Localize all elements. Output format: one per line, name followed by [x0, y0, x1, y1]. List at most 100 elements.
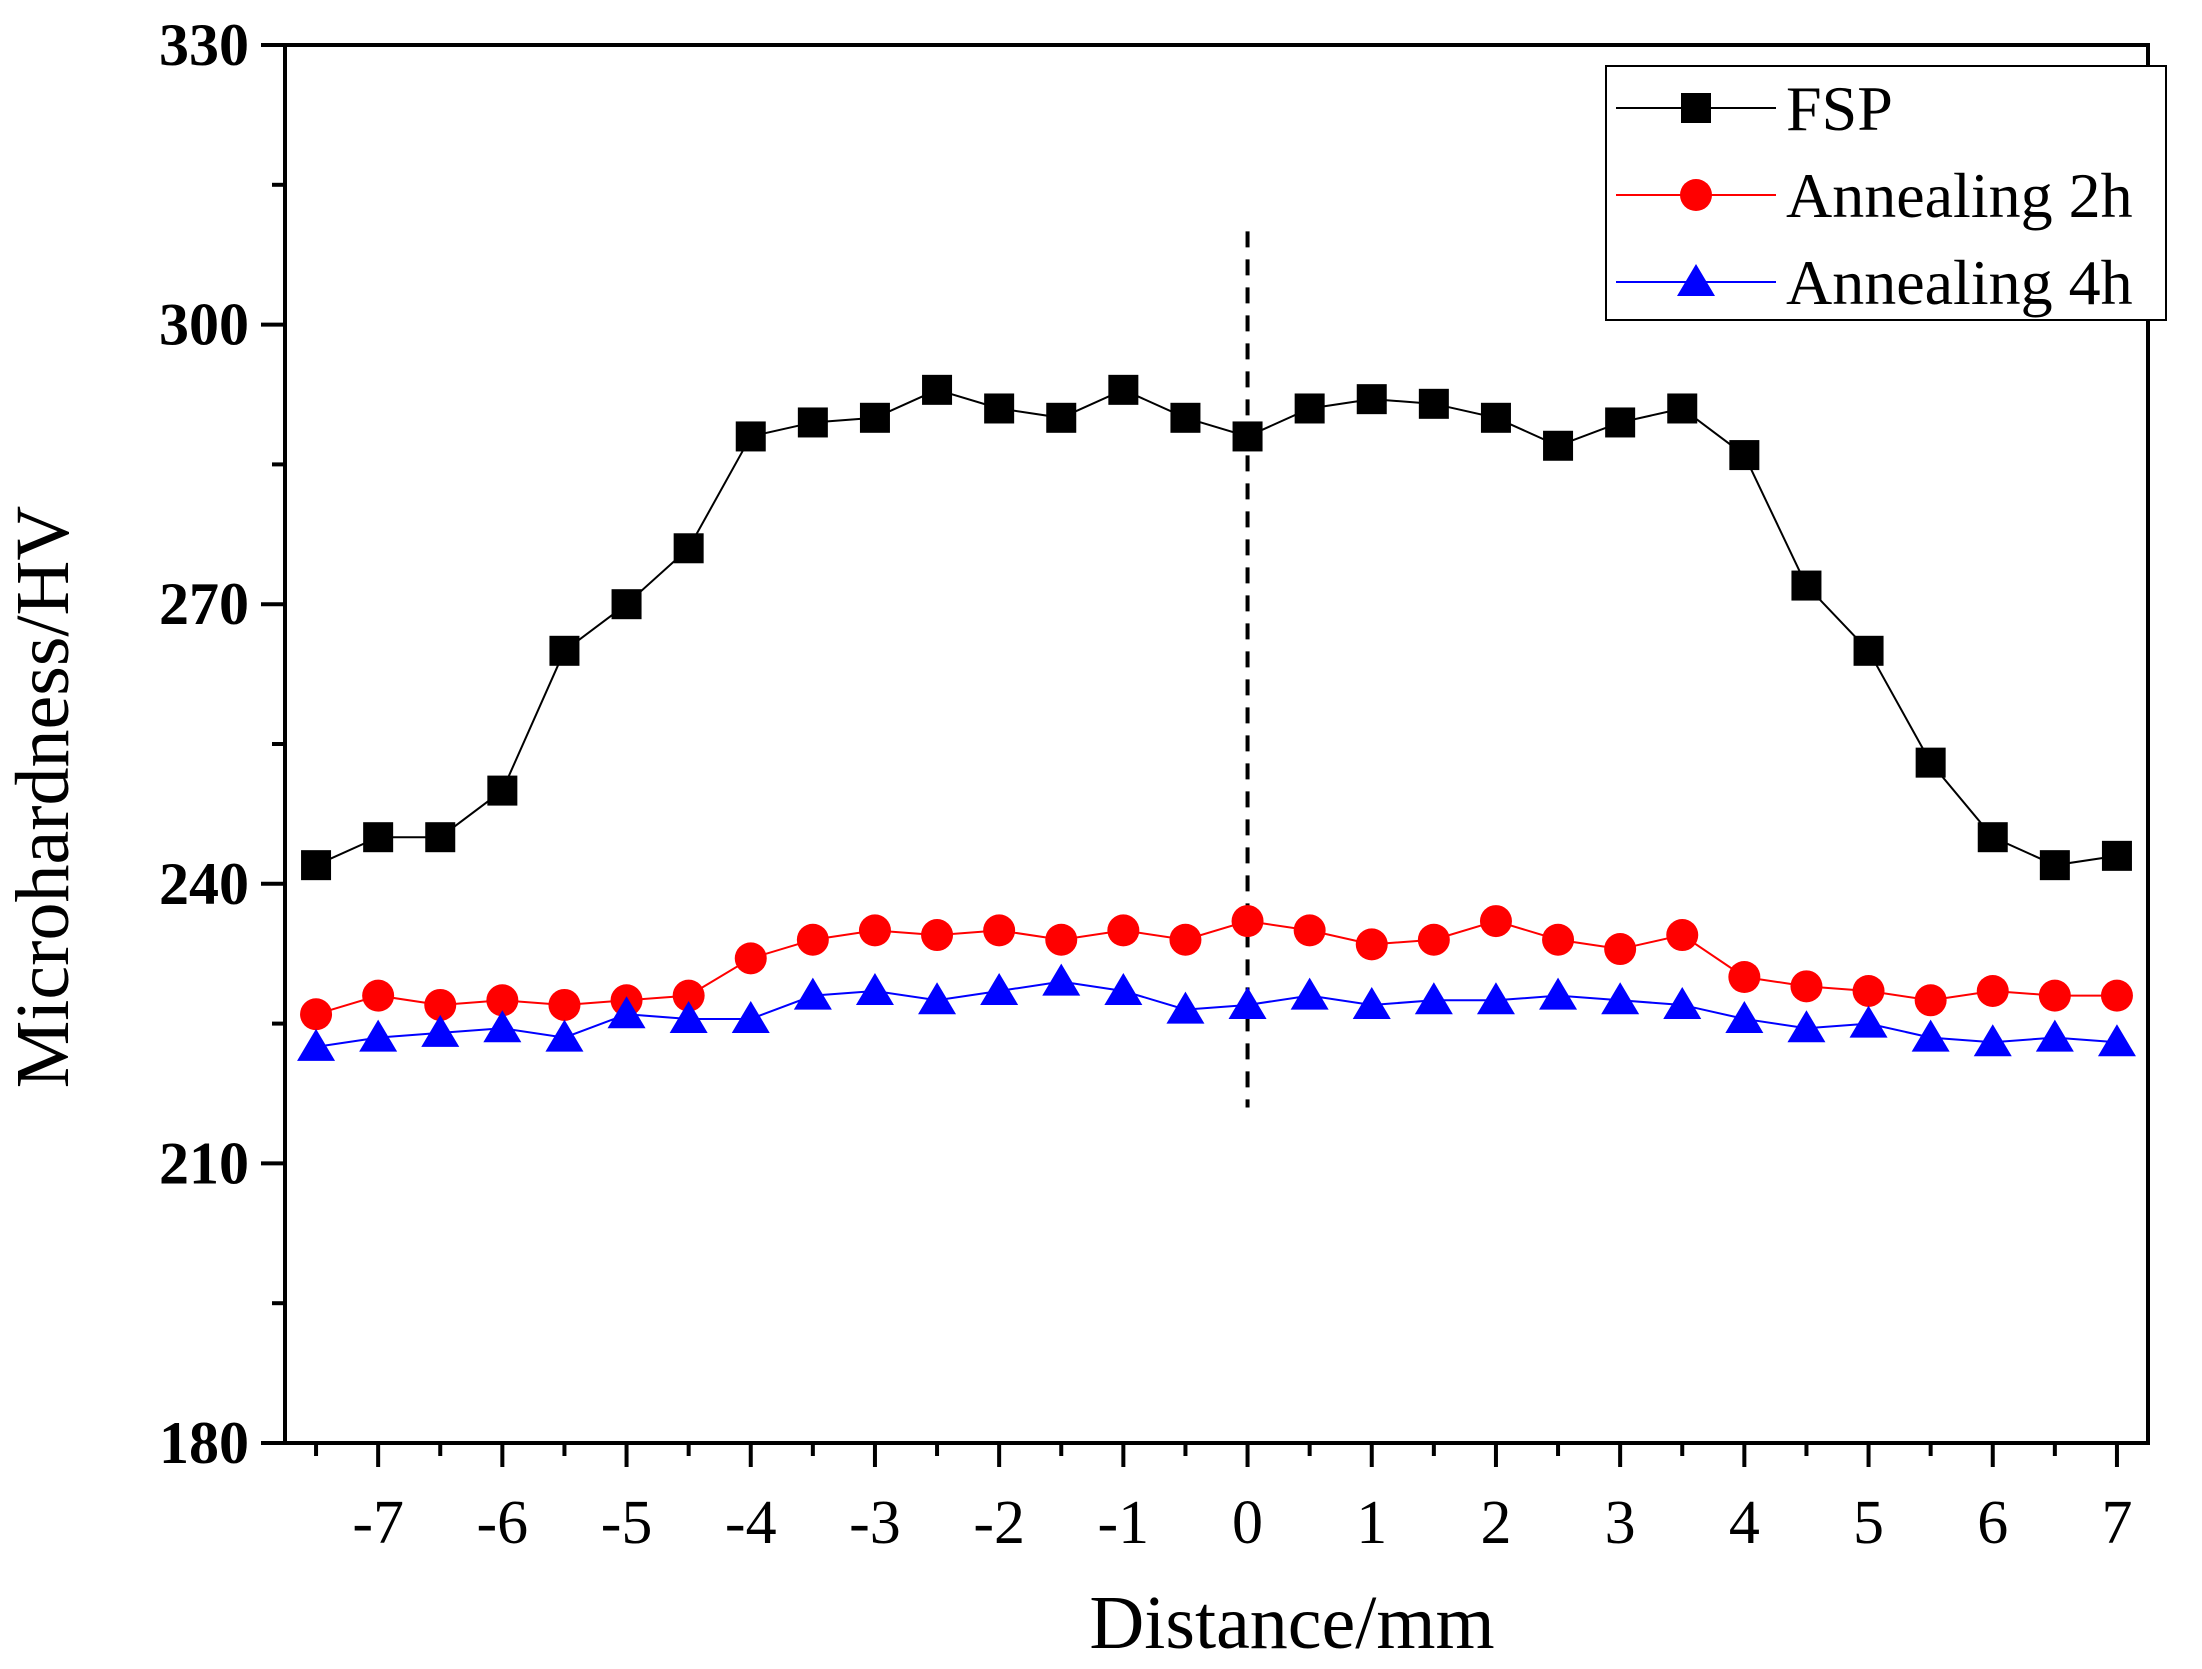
x-tick-label: 2 [1480, 1489, 1511, 1557]
data-point [797, 407, 828, 438]
data-point [1790, 970, 1823, 1003]
data-point [1542, 923, 1575, 956]
data-point [1418, 388, 1449, 419]
data-point [1728, 961, 1761, 993]
data-point [1977, 822, 2008, 853]
data-point [487, 775, 518, 806]
data-point [1667, 393, 1698, 424]
data-point [607, 996, 646, 1029]
y-tick-label: 330 [159, 12, 249, 78]
y-tick-label: 300 [159, 292, 249, 358]
data-point [362, 979, 395, 1012]
data-point [672, 979, 705, 1012]
legend-label: Annealing 4h [1786, 247, 2133, 318]
legend-label: FSP [1786, 73, 1893, 144]
x-tick-label: 0 [1232, 1489, 1263, 1557]
data-point [1294, 393, 1325, 424]
data-point [1973, 1024, 2012, 1057]
data-point [922, 374, 953, 405]
data-point [980, 972, 1019, 1005]
y-tick-label: 240 [159, 851, 249, 917]
data-point [2035, 1019, 2074, 1052]
data-point [1290, 977, 1329, 1010]
data-point [300, 998, 333, 1031]
data-point [2097, 1024, 2136, 1057]
data-point [421, 1014, 460, 1047]
data-point [1787, 1010, 1826, 1043]
data-point [983, 914, 1016, 947]
data-point [1852, 974, 1885, 1007]
series-fsp [301, 374, 2132, 881]
legend-swatch-marker [1680, 179, 1712, 211]
data-point [918, 982, 957, 1015]
legend: FSP Annealing 2h Annealing 4h [1605, 65, 2167, 321]
data-point [483, 1010, 522, 1043]
data-point [1355, 928, 1388, 961]
legend-swatch-marker [1677, 264, 1715, 296]
data-point [858, 914, 891, 947]
tick-labels: 180 210 240 270 300 330 -7 -6 -5 -4 -3 -2 -1 0 1 2 3 4 5 6 7 [159, 12, 2132, 1557]
data-point [1417, 923, 1450, 956]
data-point [548, 988, 581, 1021]
data-point [1849, 1005, 1888, 1038]
data-point [1228, 986, 1267, 1019]
data-point [545, 1019, 584, 1052]
y-tick-label: 210 [159, 1130, 249, 1196]
x-tick-label: 4 [1729, 1489, 1760, 1557]
data-point [1107, 914, 1140, 947]
data-point [1170, 402, 1201, 433]
x-tick-label: -7 [352, 1489, 404, 1557]
data-point [673, 533, 704, 564]
x-tick-label: -6 [477, 1489, 529, 1557]
x-axis-title: Distance/mm [1089, 1581, 1494, 1665]
series-line [315, 920, 2117, 1016]
data-point [1232, 421, 1263, 452]
data-point [1914, 984, 1947, 1017]
data-point [1104, 972, 1143, 1005]
x-tick-label: 6 [1977, 1489, 2008, 1557]
data-point [1729, 440, 1760, 471]
x-tick-label: -1 [1098, 1489, 1150, 1557]
data-point [549, 635, 580, 666]
data-point [1293, 914, 1326, 947]
series-annealing-2h [300, 905, 2133, 1031]
data-point [1108, 374, 1139, 405]
x-tick-label: -3 [849, 1489, 901, 1557]
series-line [315, 980, 2118, 1048]
data-point [1169, 923, 1202, 956]
series-group [297, 374, 2136, 1061]
data-point [1045, 923, 1078, 956]
data-point [855, 972, 894, 1005]
data-point [1791, 570, 1822, 601]
data-point [1539, 977, 1578, 1010]
x-tick-label: -5 [601, 1489, 653, 1557]
x-tick-label: -4 [725, 1489, 777, 1557]
data-point [2038, 979, 2071, 1012]
x-tick-label: 3 [1605, 1489, 1636, 1557]
data-point [425, 822, 456, 853]
data-point [1414, 982, 1453, 1015]
y-tick-label: 270 [159, 571, 249, 637]
data-point [1046, 402, 1077, 433]
y-axis-title: Microhardness/HV [1, 506, 85, 1089]
data-point [2039, 850, 2070, 881]
data-point [1915, 747, 1946, 778]
data-point [796, 923, 829, 956]
data-point [669, 1000, 708, 1033]
data-point [734, 942, 767, 975]
data-point [1853, 635, 1884, 666]
data-point [1166, 991, 1205, 1024]
data-point [359, 1019, 398, 1052]
data-point [859, 402, 890, 433]
data-point [735, 421, 766, 452]
data-point [1231, 905, 1264, 938]
data-point [1480, 402, 1511, 433]
data-point [793, 977, 832, 1010]
legend-label: Annealing 2h [1786, 160, 2133, 231]
series-line [315, 388, 2118, 867]
data-point [486, 984, 519, 1017]
data-point [424, 988, 457, 1021]
data-point [1476, 982, 1515, 1015]
